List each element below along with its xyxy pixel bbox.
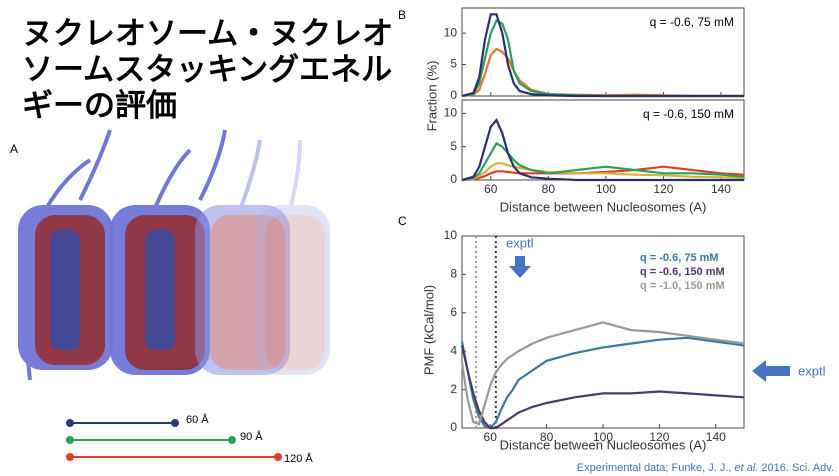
x-tick-label: 120 [653, 182, 673, 196]
x-tick-label: 80 [540, 430, 554, 444]
y-tick-label: 2 [450, 382, 457, 396]
y-tick-label: 0 [450, 172, 457, 186]
x-tick-label: 100 [596, 182, 616, 196]
title-line: ソームスタッキングエネル [22, 52, 392, 88]
y-tick-label: 0 [450, 420, 457, 434]
title-line: ヌクレオソーム・ヌクレオ [22, 16, 393, 52]
x-tick-label: 140 [711, 182, 731, 196]
scale-label: 60 Å [186, 413, 209, 426]
data-line [461, 141, 745, 182]
y-axis-label: Fraction (%) [424, 61, 439, 132]
y-tick-label: 10 [444, 106, 458, 120]
x-tick-label: 80 [542, 182, 556, 196]
x-tick-label: 100 [593, 430, 613, 444]
legend-entry: q = -0.6, 75 mM [640, 252, 719, 264]
annotation: q = -0.6, 150 mM [643, 107, 734, 121]
legend-entry: q = -0.6, 150 mM [640, 266, 725, 278]
arrow [509, 256, 531, 278]
data-line [460, 321, 745, 426]
y-tick-label: 6 [450, 305, 457, 319]
annotation: exptl [798, 363, 826, 378]
legend-entry: q = -1.0, 150 mM [640, 280, 725, 292]
data-line [461, 47, 744, 98]
y-axis-label: PMF (kCal/mol) [421, 285, 436, 375]
data-line [461, 162, 745, 182]
annotation: exptl [506, 235, 534, 250]
annotation: q = -0.6, 75 mM [650, 15, 734, 29]
scale-label: 120 Å [284, 452, 313, 465]
data-line [460, 336, 745, 430]
footer-text: et al. [735, 462, 759, 474]
y-tick-label: 5 [450, 139, 457, 153]
scale-bars [66, 419, 282, 461]
panel-label: C [398, 214, 407, 228]
x-tick-label: 60 [484, 182, 498, 196]
x-tick-label: 120 [649, 430, 669, 444]
x-axis-label: Distance between Nucleosomes (A) [500, 199, 707, 214]
data-line [461, 19, 744, 98]
panel-label: A [10, 142, 18, 156]
plot-frame [461, 235, 745, 429]
x-tick-label: 140 [706, 430, 726, 444]
x-axis-label: Distance between Nucleosomes (A) [500, 437, 707, 452]
panel-label: B [398, 8, 406, 22]
y-tick-label: 4 [450, 343, 457, 357]
x-tick-label: 60 [484, 430, 498, 444]
arrow [752, 360, 790, 382]
footer: Experimental data; Funke, J. J., et al. … [577, 462, 834, 474]
footer-text: 2016. Sci. Adv. [758, 462, 834, 474]
y-tick-label: 0 [450, 88, 457, 102]
y-tick-label: 5 [450, 57, 457, 71]
y-tick-label: 10 [444, 25, 458, 39]
title-line: ギーの評価 [22, 88, 177, 124]
nucleosome-image [18, 129, 330, 381]
footer-text: Experimental data; Funke, J. J., [577, 462, 735, 474]
y-tick-label: 8 [450, 267, 457, 281]
y-tick-label: 10 [444, 228, 458, 242]
data-line [461, 117, 744, 182]
data-line [460, 345, 745, 430]
data-line [461, 13, 744, 98]
scale-label: 90 Å [240, 430, 263, 443]
